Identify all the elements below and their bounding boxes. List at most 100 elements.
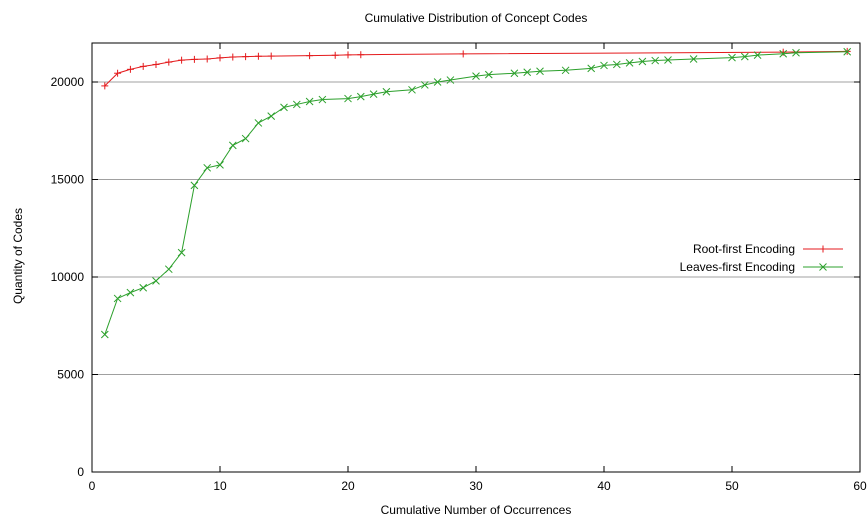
data-point — [306, 52, 314, 60]
marker-stroke — [587, 64, 596, 73]
marker-stroke — [651, 56, 660, 65]
plot-frame — [91, 42, 861, 473]
data-point — [241, 134, 250, 143]
marker-stroke — [356, 92, 365, 101]
data-point — [433, 78, 442, 86]
data-point — [484, 70, 493, 79]
data-point — [165, 58, 173, 66]
data-point — [740, 52, 749, 61]
data-point — [792, 48, 800, 57]
data-point — [139, 283, 148, 292]
marker-stroke — [740, 52, 749, 61]
x-tick-label: 0 — [89, 479, 96, 493]
marker-stroke — [267, 112, 276, 120]
data-point — [523, 68, 532, 77]
legend-label: Leaves-first Encoding — [680, 260, 795, 274]
data-point — [625, 59, 634, 67]
marker-stroke — [254, 119, 263, 127]
marker-stroke — [536, 67, 544, 76]
data-point — [779, 49, 788, 58]
data-point — [369, 90, 378, 98]
marker-stroke — [728, 53, 736, 62]
marker-stroke — [113, 294, 122, 303]
data-point — [356, 92, 365, 101]
data-point — [139, 62, 147, 70]
data-point — [113, 294, 122, 303]
y-tick-label: 0 — [77, 465, 84, 479]
data-point — [305, 97, 314, 106]
marker-stroke — [241, 134, 250, 143]
data-point — [382, 87, 391, 96]
data-point — [664, 56, 672, 64]
data-point — [254, 119, 263, 127]
marker-stroke — [753, 51, 762, 59]
data-point — [408, 85, 416, 94]
legend-label: Root-first Encoding — [693, 242, 795, 256]
data-point — [242, 53, 250, 61]
data-point — [100, 330, 109, 339]
data-point — [446, 76, 455, 84]
data-point — [420, 81, 429, 89]
data-point — [152, 277, 160, 285]
marker-stroke — [369, 90, 378, 98]
marker-stroke — [600, 61, 608, 70]
y-tick-label: 15000 — [51, 173, 85, 187]
marker-stroke — [292, 100, 301, 109]
data-point — [280, 103, 288, 112]
x-axis-label: Cumulative Number of Occurrences — [381, 503, 572, 517]
marker-stroke — [100, 330, 109, 339]
marker-stroke — [664, 56, 672, 64]
data-point — [344, 94, 352, 103]
data-point — [190, 181, 199, 190]
marker-stroke — [203, 163, 212, 172]
marker-stroke — [446, 76, 455, 84]
marker-stroke — [689, 55, 698, 63]
data-point — [600, 61, 608, 70]
data-point — [561, 66, 570, 75]
marker-stroke — [139, 283, 148, 292]
data-point — [228, 141, 237, 150]
marker-stroke — [305, 97, 314, 106]
data-point — [843, 47, 852, 56]
data-point — [459, 50, 467, 58]
data-point — [536, 67, 544, 76]
data-point — [216, 161, 224, 169]
marker-stroke — [510, 69, 519, 78]
data-point — [612, 60, 621, 69]
marker-stroke — [164, 265, 173, 274]
marker-stroke — [779, 49, 788, 58]
legend: Root-first Encoding Leaves-first Encoding — [680, 242, 843, 274]
legend-marker — [819, 245, 827, 253]
marker-stroke — [190, 181, 199, 190]
data-point — [753, 51, 762, 59]
marker-stroke — [318, 95, 327, 104]
data-point — [114, 69, 122, 77]
data-point — [344, 51, 352, 59]
data-point — [178, 56, 186, 64]
series-layer — [100, 47, 852, 339]
marker-stroke — [177, 248, 186, 257]
data-point — [164, 265, 173, 274]
marker-stroke — [152, 277, 160, 285]
marker-stroke — [228, 141, 237, 150]
data-point — [101, 82, 109, 90]
marker-stroke — [638, 57, 647, 66]
data-point — [190, 55, 198, 63]
x-tick-label: 20 — [341, 479, 355, 493]
marker-stroke — [561, 66, 570, 75]
marker-stroke — [420, 81, 429, 89]
data-point — [779, 48, 787, 56]
marker-stroke — [216, 161, 224, 169]
marker-stroke — [792, 48, 800, 57]
axis-ticks: 0 5000 10000 15000 20000 0 10 20 30 40 50 60 — [51, 43, 867, 493]
data-point — [267, 112, 276, 120]
data-point — [651, 56, 660, 65]
marker-stroke — [280, 103, 288, 112]
series-line-1 — [104, 50, 848, 87]
data-point — [638, 57, 647, 66]
data-point — [216, 54, 224, 62]
y-tick-label: 10000 — [51, 270, 85, 284]
marker-stroke — [408, 85, 416, 94]
marker-stroke — [523, 68, 532, 77]
